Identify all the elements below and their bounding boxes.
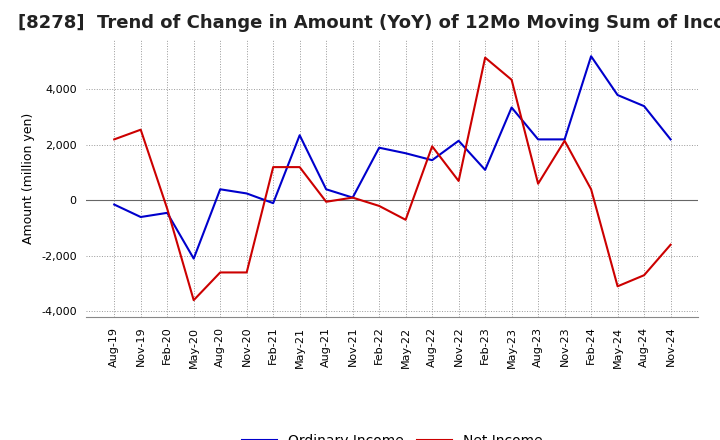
Ordinary Income [481, 167, 490, 172]
Ordinary Income [401, 150, 410, 156]
Net Income [534, 181, 542, 187]
Ordinary Income [587, 54, 595, 59]
Ordinary Income [640, 103, 649, 109]
Ordinary Income [428, 158, 436, 163]
Net Income [560, 138, 569, 143]
Ordinary Income [613, 92, 622, 98]
Net Income [481, 55, 490, 60]
Net Income [163, 206, 171, 211]
Line: Net Income: Net Income [114, 58, 670, 300]
Net Income [216, 270, 225, 275]
Ordinary Income [110, 202, 119, 207]
Net Income [613, 284, 622, 289]
Legend: Ordinary Income, Net Income: Ordinary Income, Net Income [236, 429, 549, 440]
Net Income [640, 272, 649, 278]
Ordinary Income [560, 137, 569, 142]
Ordinary Income [322, 187, 330, 192]
Ordinary Income [454, 138, 463, 143]
Net Income [508, 77, 516, 82]
Ordinary Income [508, 105, 516, 110]
Ordinary Income [295, 132, 304, 138]
Net Income [587, 187, 595, 192]
Net Income [428, 144, 436, 149]
Ordinary Income [348, 195, 357, 200]
Net Income [110, 137, 119, 142]
Net Income [243, 270, 251, 275]
Net Income [401, 217, 410, 222]
Ordinary Income [243, 191, 251, 196]
Title: [8278]  Trend of Change in Amount (YoY) of 12Mo Moving Sum of Incomes: [8278] Trend of Change in Amount (YoY) o… [18, 15, 720, 33]
Net Income [269, 165, 277, 170]
Line: Ordinary Income: Ordinary Income [114, 56, 670, 259]
Ordinary Income [666, 137, 675, 142]
Net Income [136, 127, 145, 132]
Net Income [322, 199, 330, 205]
Ordinary Income [163, 210, 171, 216]
Net Income [454, 178, 463, 183]
Y-axis label: Amount (million yen): Amount (million yen) [22, 113, 35, 244]
Ordinary Income [534, 137, 542, 142]
Ordinary Income [269, 201, 277, 206]
Net Income [189, 297, 198, 303]
Ordinary Income [189, 256, 198, 261]
Net Income [666, 242, 675, 247]
Net Income [295, 165, 304, 170]
Ordinary Income [216, 187, 225, 192]
Ordinary Income [136, 214, 145, 220]
Ordinary Income [375, 145, 384, 150]
Net Income [375, 203, 384, 209]
Net Income [348, 195, 357, 200]
